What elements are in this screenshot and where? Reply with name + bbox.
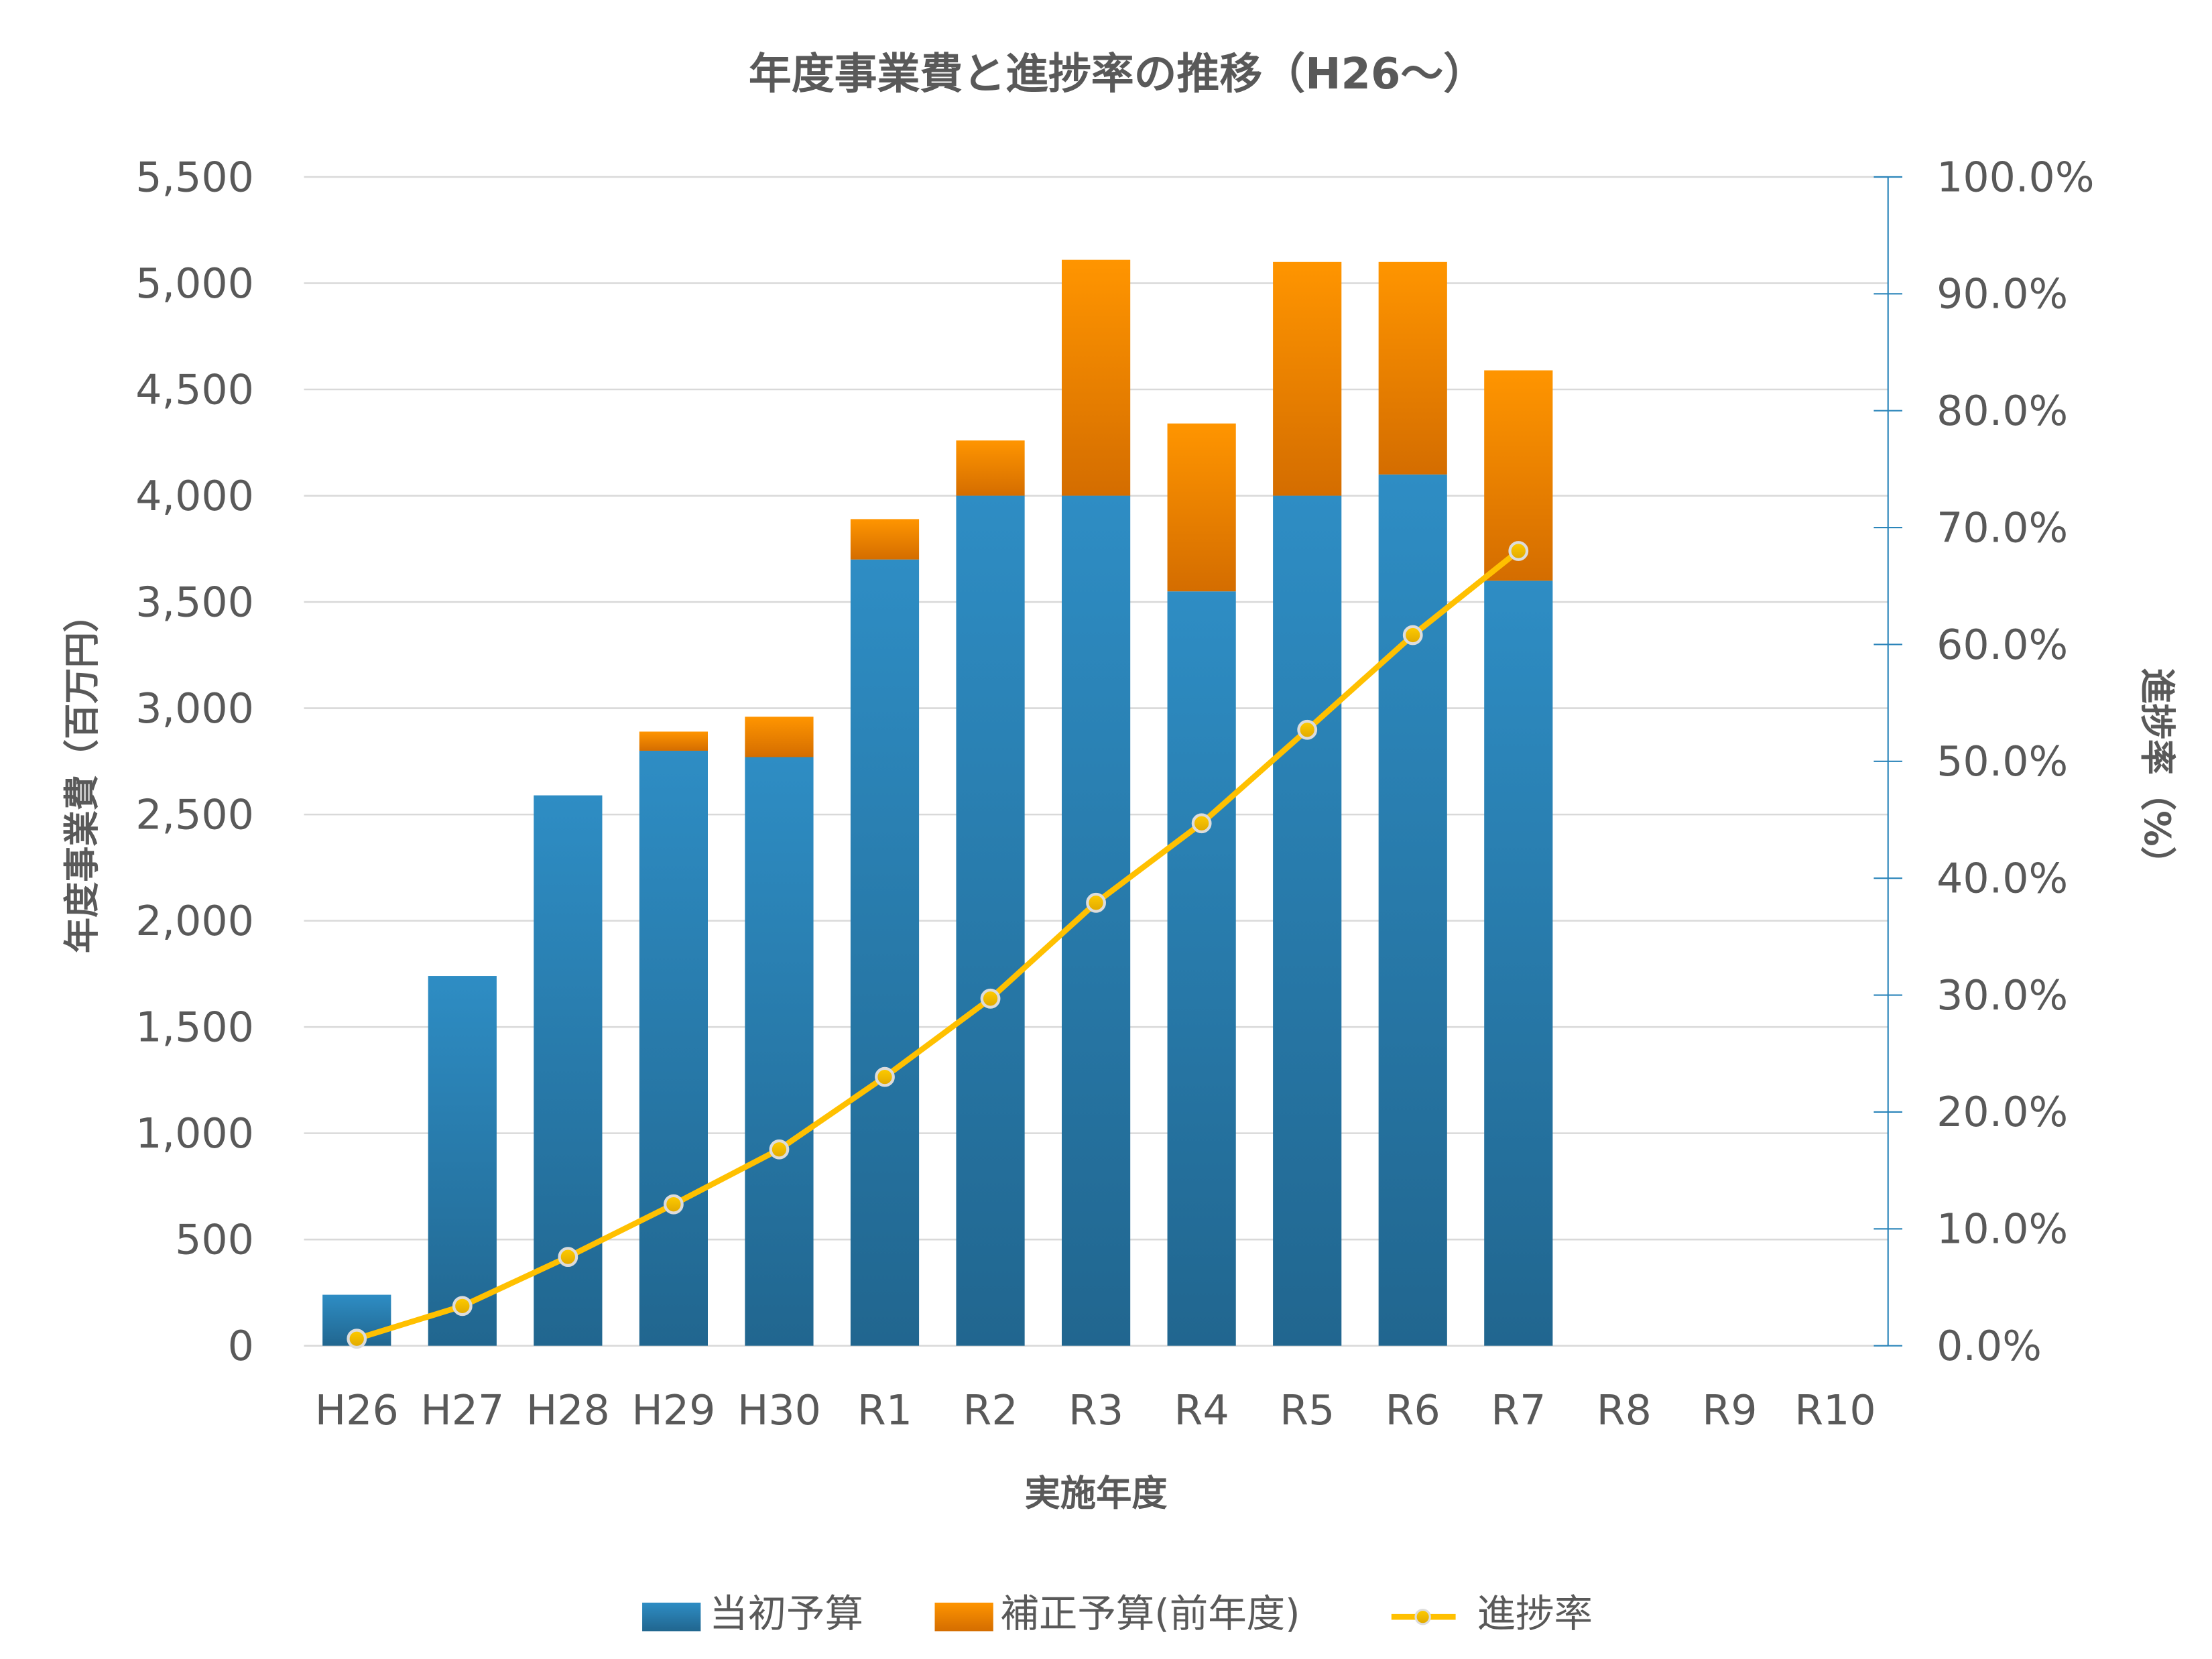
progress-line — [347, 541, 1529, 1349]
bar-initial-budget — [428, 976, 497, 1346]
chart-title: 年度事業費と進捗率の推移（H26～） — [749, 50, 1486, 99]
x-tick-label: H27 — [420, 1386, 504, 1434]
y2-axis-title: 進捗率（%） — [2136, 668, 2178, 881]
bar-supplementary-budget — [1378, 261, 1447, 475]
y2-tick-label: 20.0% — [1937, 1088, 2068, 1136]
legend-label-initial-budget: 当初予算 — [709, 1591, 863, 1636]
legend-swatch-supplementary-budget — [934, 1602, 993, 1632]
y-tick-label: 3,000 — [135, 684, 254, 733]
legend: 当初予算 補正予算(前年度) 進捗率 — [642, 1591, 1593, 1636]
progress-line-path — [355, 548, 1520, 1342]
y2-tick-label: 100.0% — [1937, 153, 2094, 201]
bar-initial-budget — [850, 559, 920, 1346]
progress-point — [1086, 892, 1106, 913]
y2-tick-label: 30.0% — [1937, 971, 2068, 1020]
bar-initial-budget — [1484, 580, 1553, 1346]
bar-supplementary-budget — [1062, 259, 1131, 496]
progress-point — [347, 1329, 367, 1349]
y2-tick-label: 70.0% — [1937, 503, 2068, 552]
y2-tick-label: 40.0% — [1937, 854, 2068, 902]
x-tick-label: R5 — [1280, 1386, 1335, 1434]
bar-supplementary-budget — [956, 440, 1025, 496]
y-tick-label: 5,500 — [135, 153, 254, 201]
progress-point — [769, 1139, 790, 1160]
x-tick-label: R3 — [1068, 1386, 1123, 1434]
legend-marker-progress — [1414, 1608, 1431, 1625]
bar-supplementary-budget — [639, 731, 708, 751]
y-tick-label: 5,000 — [135, 259, 254, 308]
progress-point — [980, 988, 1001, 1009]
y-tick-label: 2,000 — [135, 897, 254, 945]
legend-label-supplementary-budget: 補正予算(前年度) — [1000, 1591, 1300, 1636]
x-tick-label: R4 — [1174, 1386, 1229, 1434]
progress-point — [1297, 719, 1318, 740]
progress-point — [1508, 541, 1529, 561]
y-tick-label: 3,500 — [135, 578, 254, 626]
progress-point — [664, 1194, 684, 1215]
bars — [322, 259, 1553, 1346]
x-axis-title: 実施年度 — [1025, 1473, 1168, 1514]
y-axis-title: 年度事業費（百万円） — [62, 597, 103, 953]
progress-point — [452, 1296, 473, 1316]
y2-tick-label: 10.0% — [1937, 1205, 2068, 1253]
x-tick-label: H26 — [315, 1386, 399, 1434]
x-tick-label: R10 — [1794, 1386, 1876, 1434]
x-tick-label: R7 — [1491, 1386, 1546, 1434]
y2-tick-label: 80.0% — [1937, 387, 2068, 435]
y2-tick-label: 0.0% — [1937, 1322, 2042, 1370]
tick-labels: 0 500 1,000 1,500 2,000 2,500 3,000 3,500 4,000 4… — [135, 153, 2094, 1434]
bar-supplementary-budget — [850, 519, 920, 560]
x-tick-label: R2 — [963, 1386, 1018, 1434]
x-tick-label: H28 — [526, 1386, 610, 1434]
y-tick-label: 4,000 — [135, 472, 254, 520]
bar-supplementary-budget — [1167, 423, 1236, 592]
progress-point — [1191, 813, 1212, 834]
y-tick-label: 1,500 — [135, 1003, 254, 1051]
y2-tick-label: 60.0% — [1937, 621, 2068, 669]
bar-supplementary-budget — [745, 717, 814, 757]
x-tick-label: H30 — [737, 1386, 821, 1434]
bar-initial-budget — [956, 495, 1025, 1346]
bar-initial-budget — [639, 750, 708, 1346]
legend-swatch-initial-budget — [642, 1602, 701, 1632]
y-tick-label: 1,000 — [135, 1109, 254, 1158]
progress-point — [1402, 625, 1423, 646]
y-tick-label: 500 — [175, 1215, 254, 1264]
x-tick-label: R6 — [1386, 1386, 1440, 1434]
y-tick-label: 4,500 — [135, 365, 254, 414]
x-tick-label: R1 — [857, 1386, 912, 1434]
legend-label-progress: 進捗率 — [1477, 1591, 1593, 1636]
bar-supplementary-budget — [1273, 261, 1342, 496]
bar-initial-budget — [745, 757, 814, 1346]
bar-initial-budget — [1273, 495, 1342, 1346]
x-tick-label: H29 — [631, 1386, 715, 1434]
x-tick-label: R8 — [1597, 1386, 1652, 1434]
y-tick-label: 2,500 — [135, 790, 254, 839]
progress-point — [875, 1066, 895, 1087]
y2-tick-label: 50.0% — [1937, 737, 2068, 786]
bar-initial-budget — [1378, 474, 1447, 1346]
y2-tick-label: 90.0% — [1937, 270, 2068, 318]
progress-point — [558, 1247, 578, 1268]
bar-initial-budget — [1167, 591, 1236, 1346]
x-tick-label: R9 — [1702, 1386, 1757, 1434]
y-tick-label: 0 — [228, 1322, 254, 1370]
